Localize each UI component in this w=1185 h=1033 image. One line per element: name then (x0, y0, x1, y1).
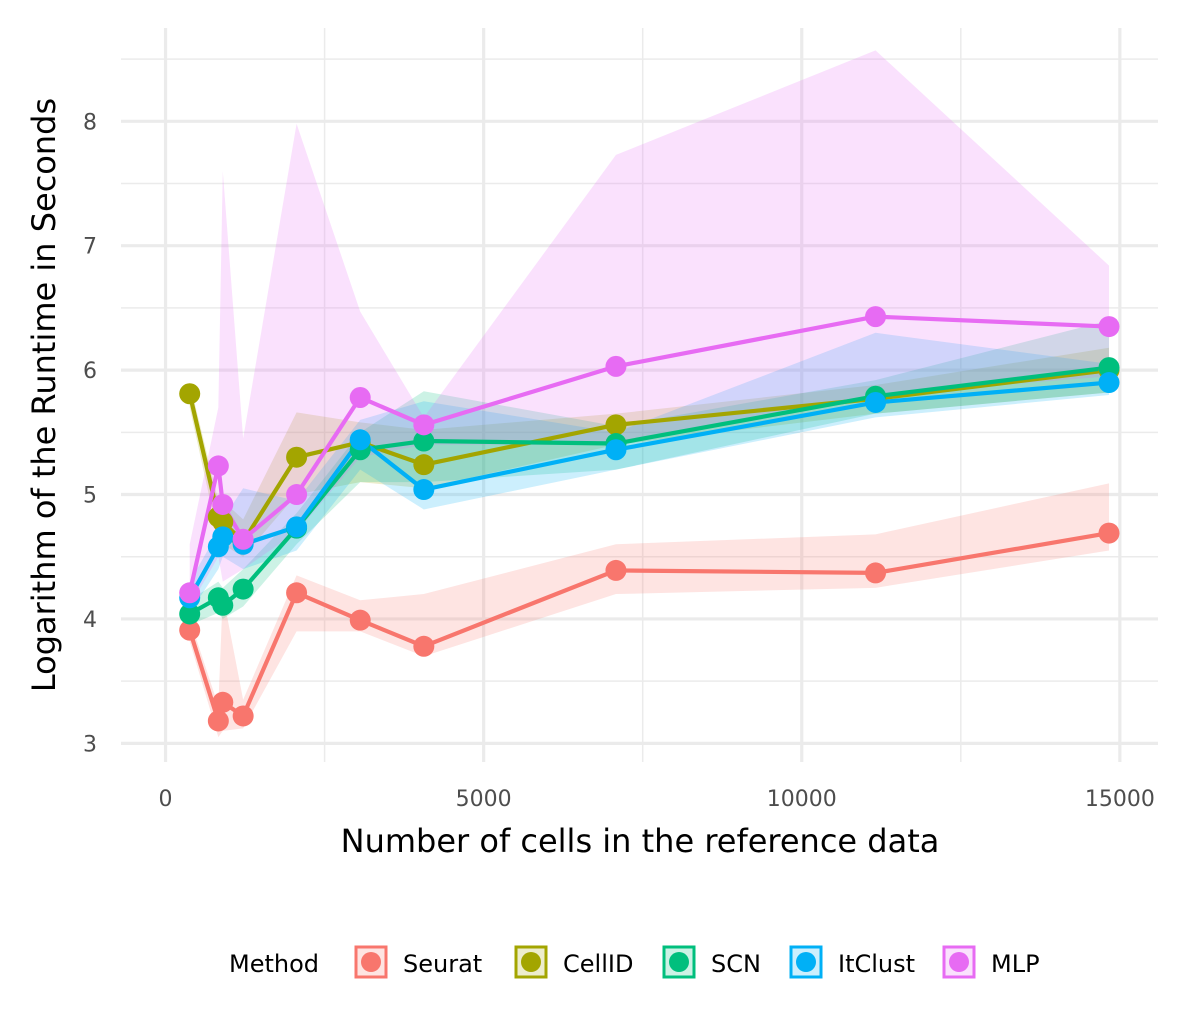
legend-item-scn: SCN (662, 945, 761, 979)
point-mlp (207, 455, 229, 477)
point-mlp (286, 484, 308, 506)
legend-dot-mlp (949, 952, 969, 972)
x-axis-title: Number of cells in the reference data (341, 822, 940, 860)
point-mlp (179, 582, 201, 604)
legend-dot-itclust (796, 952, 816, 972)
x-tick-label: 15000 (1085, 787, 1155, 812)
point-seurat (865, 562, 887, 584)
major-gridlines (121, 28, 1158, 762)
legend: Method Seurat CellID SCN ItClust MLP (229, 945, 1040, 979)
point-seurat (605, 559, 627, 581)
point-itclust (349, 429, 371, 451)
line-mlp (187, 314, 1110, 594)
band-seurat (189, 483, 1110, 738)
point-mlp (349, 386, 371, 408)
point-itclust (212, 526, 234, 548)
y-tick-label: 5 (83, 484, 97, 509)
point-seurat (286, 582, 308, 604)
point-mlp (212, 493, 234, 515)
point-cellid (605, 414, 627, 436)
legend-label-seurat: Seurat (403, 950, 482, 978)
point-cellid (179, 383, 201, 405)
y-tick-label: 7 (83, 235, 97, 260)
y-tick-labels: 3 4 5 6 7 8 (83, 110, 97, 757)
y-axis-title: Logarithm of the Runtime in Seconds (25, 98, 63, 692)
point-itclust (605, 439, 627, 461)
point-seurat (207, 710, 229, 732)
point-seurat (179, 619, 201, 641)
x-tick-label: 5000 (456, 787, 512, 812)
band-mlp (189, 50, 1110, 607)
legend-item-seurat: Seurat (354, 945, 482, 979)
minor-gridlines (121, 28, 1158, 762)
point-cellid (212, 511, 234, 533)
y-tick-label: 3 (83, 732, 97, 757)
point-itclust (1098, 372, 1120, 394)
point-seurat (1098, 522, 1120, 544)
point-scn (179, 603, 201, 625)
legend-dot-scn (669, 952, 689, 972)
point-scn (232, 578, 254, 600)
legend-label-scn: SCN (711, 950, 761, 978)
point-mlp (413, 414, 435, 436)
point-seurat (413, 635, 435, 657)
point-mlp (605, 355, 627, 377)
legend-item-itclust: ItClust (789, 945, 915, 979)
point-cellid (413, 454, 435, 476)
legend-item-cellid: CellID (514, 945, 633, 979)
point-seurat (349, 609, 371, 631)
point-itclust (865, 391, 887, 413)
legend-dot-seurat (361, 952, 381, 972)
legend-item-mlp: MLP (942, 945, 1040, 979)
point-scn (413, 430, 435, 452)
series-points (179, 306, 1120, 732)
point-mlp (232, 528, 254, 550)
point-cellid (286, 446, 308, 468)
x-tick-label: 0 (159, 787, 173, 812)
y-tick-label: 4 (83, 608, 97, 633)
point-scn (212, 594, 234, 616)
point-scn (1098, 357, 1120, 379)
y-tick-label: 8 (83, 110, 97, 135)
point-itclust (286, 516, 308, 538)
y-tick-label: 6 (83, 359, 97, 384)
legend-dot-cellid (521, 952, 541, 972)
point-seurat (212, 691, 234, 713)
point-mlp (865, 306, 887, 328)
point-mlp (1098, 316, 1120, 338)
point-itclust (413, 479, 435, 501)
point-seurat (232, 705, 254, 727)
x-tick-label: 10000 (767, 787, 837, 812)
legend-label-itclust: ItClust (838, 950, 915, 978)
x-tick-labels: 0 5000 10000 15000 (159, 787, 1155, 812)
legend-label-cellid: CellID (563, 950, 633, 978)
legend-title: Method (229, 950, 319, 978)
legend-label-mlp: MLP (991, 950, 1040, 978)
